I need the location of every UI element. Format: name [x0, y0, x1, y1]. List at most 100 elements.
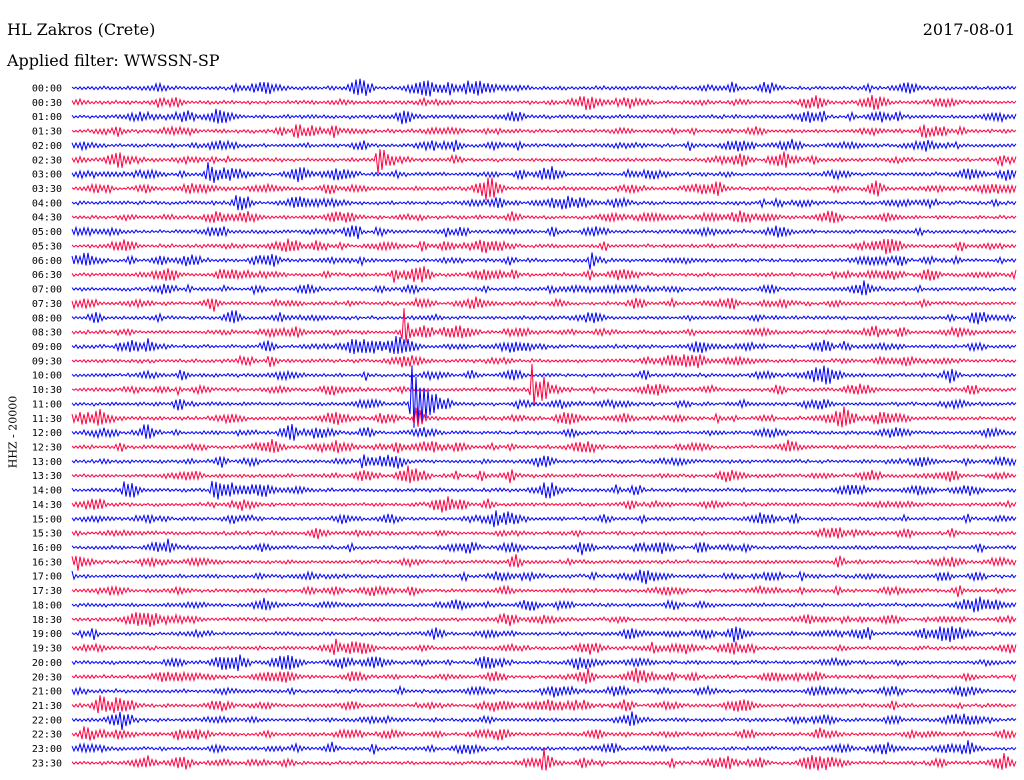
row-time-label: 08:00: [32, 313, 62, 324]
trace-row: [71, 365, 1017, 385]
trace-row: [71, 747, 1017, 771]
row-time-label: 16:00: [32, 543, 62, 554]
trace-row: [71, 195, 1017, 211]
row-time-label: 23:00: [32, 744, 62, 755]
trace-row: [71, 740, 1017, 755]
row-time-label: 12:00: [32, 428, 62, 439]
row-time-label: 15:30: [32, 529, 62, 540]
row-time-label: 10:30: [32, 385, 62, 396]
row-time-label: 14:00: [32, 486, 62, 497]
trace-row: [71, 695, 1017, 714]
record-date: 2017-08-01: [922, 20, 1015, 39]
trace-row: [71, 354, 1017, 369]
row-time-label: 18:30: [32, 615, 62, 626]
row-time-label: 11:00: [32, 399, 62, 410]
row-time-label: 09:00: [32, 342, 62, 353]
trace-row: [71, 538, 1017, 556]
row-time-label: 16:30: [32, 557, 62, 568]
trace-row: [71, 726, 1017, 741]
row-time-label: 12:30: [32, 443, 62, 454]
row-time-label: 10:00: [32, 371, 62, 382]
station-title: HL Zakros (Crete): [7, 20, 156, 39]
trace-row: [71, 363, 1017, 406]
row-time-label: 02:30: [32, 155, 62, 166]
row-time-label: 01:30: [32, 127, 62, 138]
row-time-label: 09:30: [32, 356, 62, 367]
row-time-label: 03:00: [32, 170, 62, 181]
trace-row: [71, 336, 1017, 355]
row-time-label: 15:00: [32, 514, 62, 525]
trace-row: [71, 308, 1017, 343]
trace-row: [71, 94, 1017, 111]
trace-row: [71, 465, 1017, 484]
trace-row: [71, 439, 1017, 454]
row-time-label: 19:00: [32, 629, 62, 640]
trace-row: [71, 124, 1017, 139]
trace-row: [71, 612, 1017, 627]
row-time-label: 21:00: [32, 687, 62, 698]
trace-row: [71, 238, 1017, 255]
trace-row: [71, 480, 1017, 500]
trace-row: [71, 554, 1017, 571]
trace-row: [71, 365, 1017, 428]
trace-row: [71, 225, 1017, 240]
trace-row: [71, 654, 1017, 672]
row-time-label: 13:30: [32, 471, 62, 482]
row-time-label: 07:00: [32, 285, 62, 296]
trace-row: [71, 596, 1017, 613]
trace-row: [71, 252, 1017, 270]
row-time-label: 05:30: [32, 241, 62, 252]
trace-row: [71, 711, 1017, 730]
trace-row: [71, 454, 1017, 469]
row-time-label: 20:00: [32, 658, 62, 669]
trace-row: [71, 406, 1017, 428]
trace-row: [71, 177, 1017, 201]
trace-row: [71, 280, 1017, 296]
trace-row: [71, 569, 1017, 585]
trace-row: [71, 584, 1017, 598]
row-time-label: 22:30: [32, 730, 62, 741]
filter-label: Applied filter: WWSSN-SP: [7, 51, 220, 70]
row-time-label: 06:00: [32, 256, 62, 267]
trace-row: [71, 310, 1017, 325]
trace-row: [71, 510, 1017, 528]
trace-row: [71, 684, 1017, 698]
trace-row: [71, 266, 1017, 283]
trace-row: [71, 496, 1017, 513]
trace-row: [71, 138, 1017, 152]
trace-row: [71, 149, 1017, 174]
row-time-label: 11:30: [32, 414, 62, 425]
row-time-label: 08:30: [32, 328, 62, 339]
trace-row: [71, 78, 1017, 97]
row-time-label: 06:30: [32, 270, 62, 281]
row-time-label: 23:30: [32, 758, 62, 769]
row-time-label: 00:30: [32, 98, 62, 109]
row-time-label: 19:30: [32, 644, 62, 655]
row-time-label: 01:00: [32, 112, 62, 123]
row-time-label: 22:00: [32, 715, 62, 726]
trace-row: [71, 626, 1017, 643]
row-time-label: 20:30: [32, 672, 62, 683]
trace-row: [71, 424, 1017, 441]
row-time-label: 17:30: [32, 586, 62, 597]
row-time-label: 04:00: [32, 198, 62, 209]
row-time-label: 17:00: [32, 572, 62, 583]
row-time-label: 13:00: [32, 457, 62, 468]
trace-row: [71, 296, 1017, 312]
trace-row: [71, 638, 1017, 655]
row-time-label: 00:00: [32, 84, 62, 95]
trace-row: [71, 108, 1017, 125]
trace-row: [71, 527, 1017, 540]
trace-row: [71, 667, 1017, 685]
row-time-label: 03:30: [32, 184, 62, 195]
row-time-label: 02:00: [32, 141, 62, 152]
row-time-label: 14:30: [32, 500, 62, 511]
row-time-label: 04:30: [32, 213, 62, 224]
trace-row: [71, 210, 1017, 224]
row-time-label: 18:00: [32, 600, 62, 611]
trace-row: [71, 162, 1017, 183]
row-time-label: 21:30: [32, 701, 62, 712]
row-time-label: 07:30: [32, 299, 62, 310]
row-time-label: 05:00: [32, 227, 62, 238]
